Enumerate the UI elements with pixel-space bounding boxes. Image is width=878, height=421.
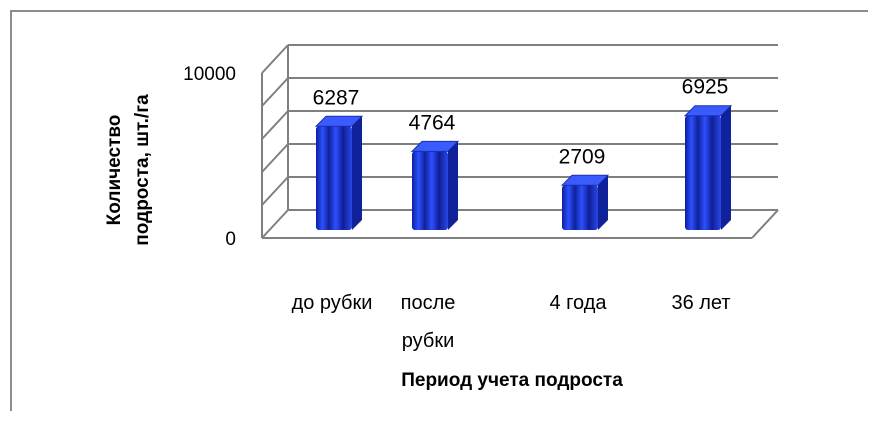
side-gridline: [261, 176, 289, 206]
bar: [560, 174, 610, 230]
y-tick-label: 0: [225, 229, 236, 250]
bars: [314, 105, 733, 230]
y-axis-title: Количество подроста, шт./га: [104, 94, 153, 246]
x-axis-title: Период учета подроста: [401, 370, 623, 391]
side-gridline: [261, 110, 289, 140]
data-label: 6925: [682, 76, 729, 99]
data-label: 2709: [559, 145, 606, 168]
labels: 0 10000 6287 до рубки 4764 после рубки 2709 4 го…: [104, 64, 731, 391]
side-gridline: [261, 77, 289, 107]
data-label: 6287: [313, 86, 360, 109]
chart-frame: [10, 10, 868, 411]
y-tick-label: 10000: [183, 64, 236, 85]
side-gridline: [261, 44, 289, 74]
side-gridline: [261, 143, 289, 173]
bar: [683, 105, 733, 230]
bar: [410, 140, 460, 230]
bar: [314, 115, 364, 230]
category-label: 4 года: [549, 292, 607, 314]
floor-right-edge: [751, 209, 779, 239]
category-label: после рубки: [401, 292, 456, 352]
data-label: 4764: [409, 111, 456, 134]
side-gridline: [261, 209, 289, 239]
category-label: до рубки: [292, 292, 373, 314]
category-label: 36 лет: [671, 292, 730, 314]
